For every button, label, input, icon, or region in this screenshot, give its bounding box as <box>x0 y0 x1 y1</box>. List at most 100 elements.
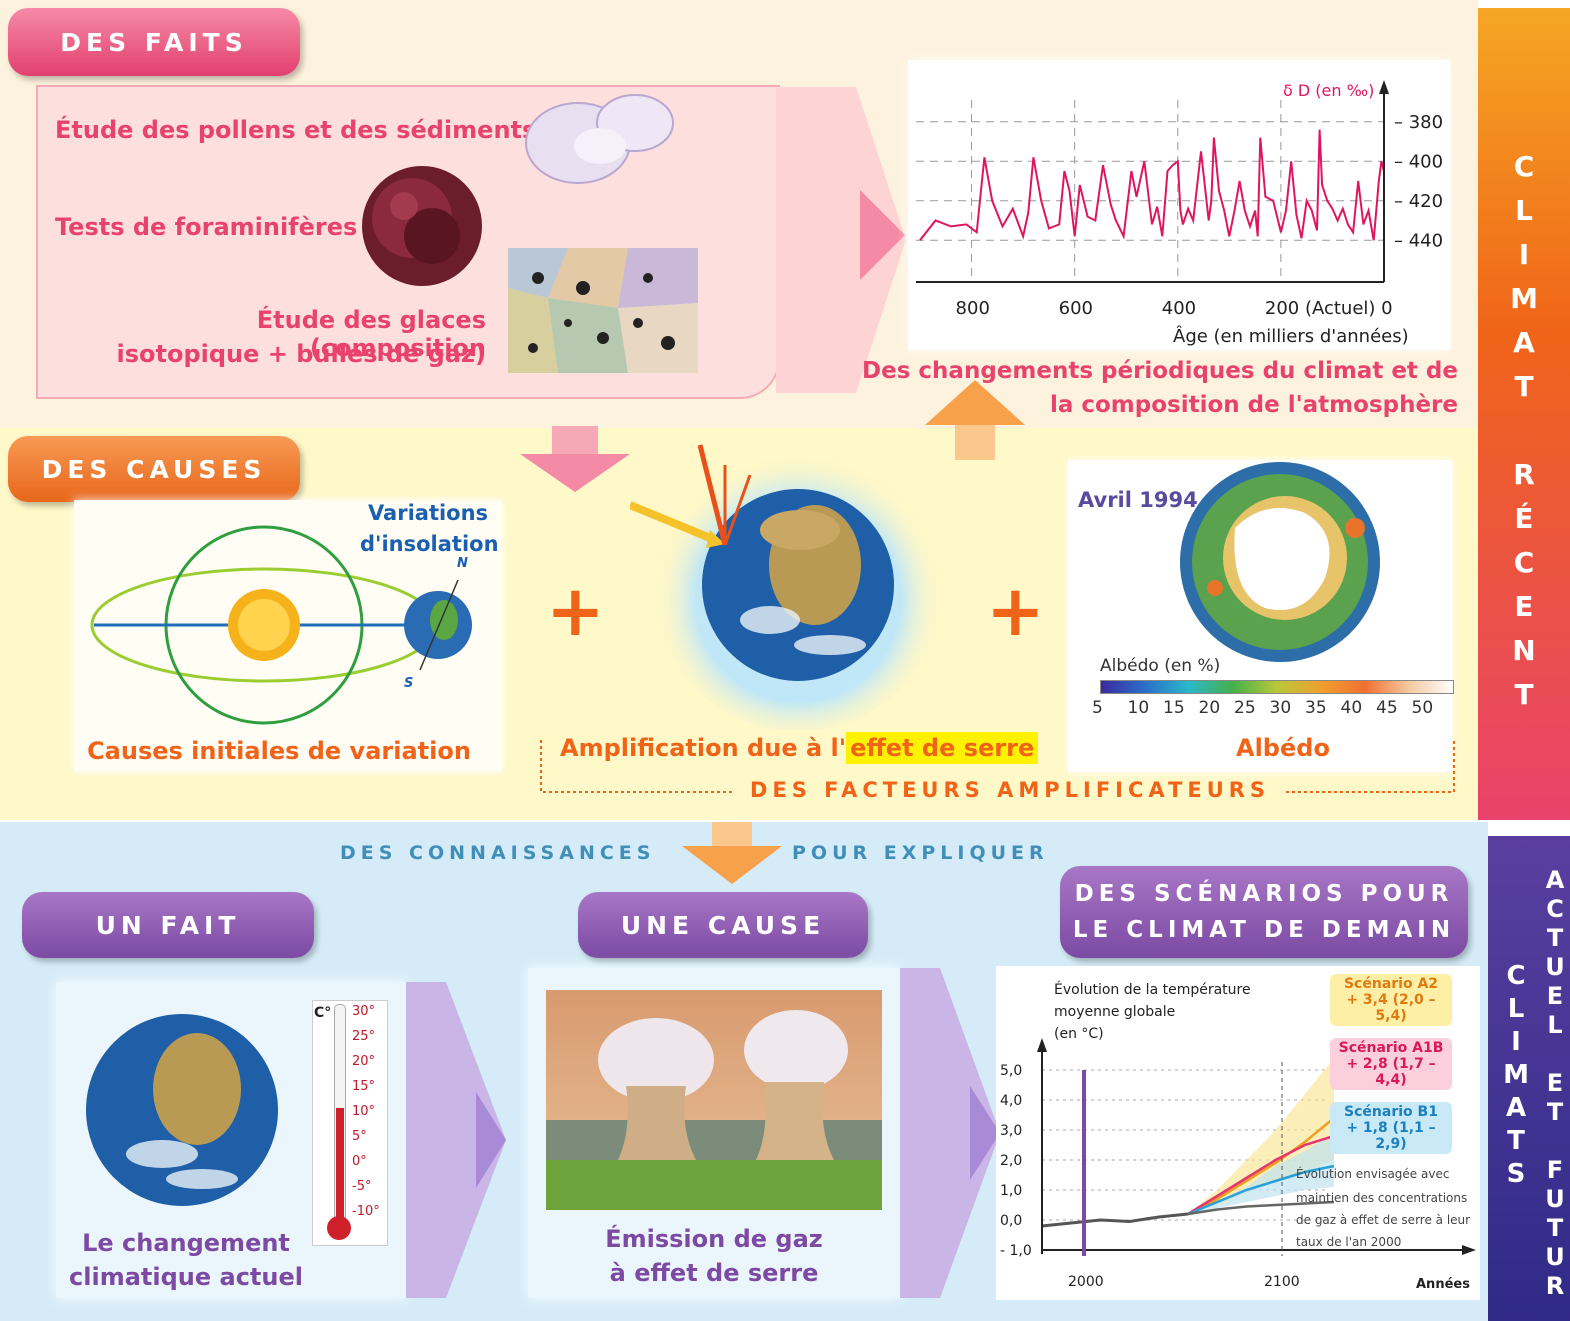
fact-pollen-label: Étude des pollens et des sédiments <box>55 116 537 144</box>
fact-foram-label: Tests de foraminifères <box>55 213 358 241</box>
scenario-note-line1: Évolution envisagée avec <box>1296 1166 1449 1181</box>
side-letter: U <box>1545 1243 1565 1271</box>
isotope-series-line <box>919 129 1385 241</box>
albedo-tick-label: 30 <box>1269 698 1292 718</box>
side-letter: R <box>1545 1272 1565 1300</box>
thermometer-tick-label: 5° <box>352 1129 367 1144</box>
amplification-label: Amplification due à l' effet de serre <box>560 732 1039 764</box>
scenario-y-tick-label: 2,0 <box>1000 1153 1022 1169</box>
scenario-x-tick-2100: 2100 <box>1264 1274 1300 1290</box>
scenario-note-line2: maintien des concentrations <box>1296 1191 1467 1205</box>
side-letter: C <box>1546 895 1564 923</box>
side-letter: T <box>1507 1126 1525 1156</box>
scenario-y-tick-label: 3,0 <box>1000 1123 1022 1139</box>
tag-une-cause: UNE CAUSE <box>578 892 868 958</box>
side-letter: T <box>1546 1214 1564 1242</box>
side-letter: C <box>1513 150 1535 183</box>
scenario-series-line <box>1187 1164 1335 1216</box>
side-letter: A <box>1505 1093 1527 1123</box>
tag-scenarios-line1: DES SCÉNARIOS POUR <box>1074 881 1454 907</box>
scenario-x-tick-2000: 2000 <box>1068 1274 1104 1290</box>
side-letter <box>1538 1040 1570 1069</box>
thermometer-tick-label: -10° <box>352 1204 380 1219</box>
thermometer-mercury <box>336 1108 344 1226</box>
scenario-series-line <box>1187 1200 1335 1216</box>
isotope-x-tick-label: 200 (Actuel) 0 <box>1265 298 1393 319</box>
scenario-y-tick-label: 4,0 <box>1000 1093 1022 1109</box>
scenario-chart-ylabel: (en °C) <box>1054 1026 1104 1042</box>
facts-arrow <box>776 87 906 393</box>
albedo-tick-label: 35 <box>1305 698 1327 718</box>
cause-caption-line2: à effet de serre <box>609 1259 819 1287</box>
isotope-y-tick-label: – 400 <box>1394 151 1443 172</box>
side-letter: E <box>1546 982 1564 1010</box>
thermometer-ticks: 30° 25° 20° 15° 10° 5° 0° -5° -10° <box>350 1000 386 1240</box>
result-caption: Des changements périodiques du climat et… <box>860 354 1458 422</box>
side-letter: M <box>1503 1060 1529 1090</box>
tag-des-causes: DES CAUSES <box>8 436 300 502</box>
isotope-chart-card <box>908 60 1450 350</box>
scenario-chart-title: Évolution de la température <box>1054 981 1251 998</box>
thermometer-tick-label: 15° <box>352 1079 376 1094</box>
fact-caption: Le changement climatique actuel <box>56 1226 316 1294</box>
albedo-tick-label: 25 <box>1234 698 1256 718</box>
isotope-y-tick-label: – 420 <box>1394 191 1443 212</box>
thermometer <box>312 1000 388 1246</box>
ice-core-image <box>508 248 698 373</box>
foraminifera-image <box>362 166 482 286</box>
side-letter: T <box>1514 370 1534 403</box>
explain-label: POUR EXPLIQUER <box>792 842 1049 864</box>
albedo-scale-ticks: 5 10 15 20 25 30 35 40 45 50 <box>1092 698 1472 724</box>
amplifiers-label: DES FACTEURS AMPLIFICATEURS <box>749 778 1271 802</box>
tag-scenarios-line2: LE CLIMAT DE DEMAIN <box>1072 917 1456 943</box>
tag-un-fait: UN FAIT <box>22 892 314 958</box>
isotope-x-tick-label: 800 <box>956 298 990 319</box>
albedo-tick-label: 15 <box>1163 698 1185 718</box>
thermometer-tick-label: 20° <box>352 1054 376 1069</box>
initial-causes-label: Causes initiales de variation <box>87 737 471 765</box>
side-letter: T <box>1546 924 1564 952</box>
side-letter: M <box>1510 282 1538 315</box>
down-arrow-pink <box>520 426 630 492</box>
north-label: N <box>457 556 468 571</box>
result-caption-line1: Des changements périodiques du climat et… <box>862 358 1458 384</box>
scenario-chart: 5,0 4,0 3,0 2,0 1,0 0,0 - 1,0 Évolution de la … <box>1000 981 1476 1292</box>
result-caption-line2: la composition de l'atmosphère <box>1049 392 1458 418</box>
scenario-y-tick-label: 1,0 <box>1000 1183 1022 1199</box>
side-letter: F <box>1546 1156 1564 1184</box>
side-letter: C <box>1513 546 1535 579</box>
scenario-y-tick-label: 0,0 <box>1000 1213 1022 1229</box>
scenario-y-tick-label: - 1,0 <box>1000 1243 1032 1259</box>
side-letter: U <box>1545 1185 1565 1213</box>
scenario-b1-label: Scénario B1 + 1,8 (1,1 – 2,9) <box>1330 1102 1452 1154</box>
amplification-label-prefix: Amplification due à l' <box>560 734 847 762</box>
insolation-label: Variations d'insolation <box>360 498 499 560</box>
scenario-b1-value: + 1,8 (1,1 – 2,9) <box>1346 1120 1436 1152</box>
side-letter: L <box>1547 1011 1563 1039</box>
side-letter: I <box>1511 1027 1521 1057</box>
albedo-tick-label: 5 <box>1092 698 1103 718</box>
fact-caption-line1: Le changement <box>82 1229 290 1257</box>
thermometer-unit: C° <box>314 1005 332 1021</box>
scenario-series-line <box>1041 1212 1189 1228</box>
thermometer-tick-label: 0° <box>352 1154 367 1169</box>
side-letter: T <box>1546 1098 1564 1126</box>
fact-ice-label-line1: Étude des glaces (composition <box>256 306 486 362</box>
scenario-a1b-value: + 2,8 (1,7 – 4,4) <box>1346 1056 1436 1088</box>
tag-des-faits: DES FAITS <box>8 8 300 76</box>
side-letter: I <box>1518 238 1530 271</box>
insolation-label-line2: d'insolation <box>360 532 499 556</box>
scenario-series-line <box>1187 1134 1335 1216</box>
albedo-tick-label: 20 <box>1198 698 1221 718</box>
side-letter: S <box>1506 1159 1526 1189</box>
scenario-a2-name: Scénario A2 <box>1343 976 1439 992</box>
thermometer-tick-label: 25° <box>352 1029 376 1044</box>
cause-caption: Émission de gaz à effet de serre <box>546 1222 882 1290</box>
isotope-y-label: δ D (en ‰) <box>1283 81 1374 100</box>
scenario-a2-value: + 3,4 (2,0 – 5,4) <box>1346 992 1436 1024</box>
side-letter: U <box>1545 953 1565 981</box>
scenario-b1-range <box>1188 1133 1334 1214</box>
side-letter: R <box>1513 458 1535 491</box>
